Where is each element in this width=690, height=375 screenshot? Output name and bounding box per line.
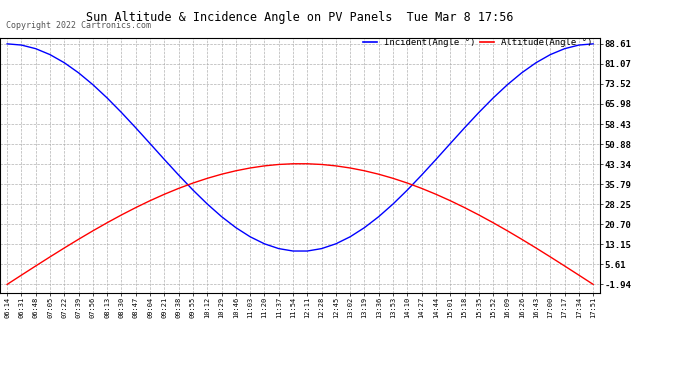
Legend: Incident(Angle °), Altitude(Angle °): Incident(Angle °), Altitude(Angle °) [359,34,595,51]
Text: Copyright 2022 Cartronics.com: Copyright 2022 Cartronics.com [6,21,151,30]
Text: Sun Altitude & Incidence Angle on PV Panels  Tue Mar 8 17:56: Sun Altitude & Incidence Angle on PV Pan… [86,11,514,24]
